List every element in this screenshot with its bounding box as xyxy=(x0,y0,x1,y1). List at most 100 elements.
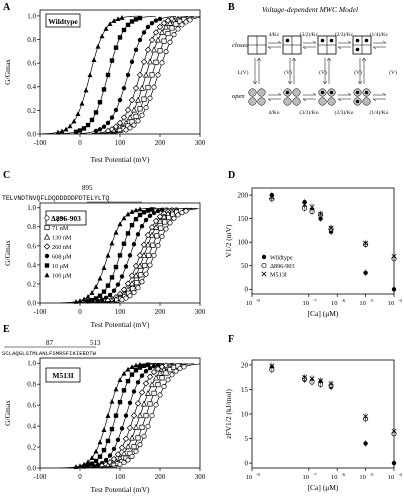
vertical-label-4: (V) xyxy=(354,69,362,76)
a-point-1-13 xyxy=(125,22,131,28)
a-point-1-11 xyxy=(117,35,123,40)
state-arrow-up-1 xyxy=(291,57,297,84)
a-point-3-3 xyxy=(116,119,124,127)
c-xtick-label-0: -100 xyxy=(34,308,47,316)
e-point-0-10 xyxy=(113,386,119,392)
a-point-2-3 xyxy=(105,120,111,126)
state-arrow-down-2 xyxy=(322,58,328,85)
open-bound-2-0 xyxy=(320,90,325,95)
panel-letter-e: E xyxy=(3,324,10,335)
a-point-4-9 xyxy=(146,58,154,65)
e-point-3-11 xyxy=(142,380,150,387)
a-point-3-5 xyxy=(124,106,132,114)
closed-bound-3-1 xyxy=(364,38,369,43)
e-point-1-6 xyxy=(105,438,111,444)
diagram-open-label: open xyxy=(232,93,245,100)
e-point-6-16 xyxy=(181,364,187,370)
c-point-2-13 xyxy=(147,213,153,219)
d-xtick-label-4: 10 xyxy=(388,300,395,307)
a-xtick-label-2: 100 xyxy=(115,139,126,147)
vertical-label-2: (V) xyxy=(284,69,292,76)
c-point-1-10 xyxy=(125,231,131,236)
c-point-4-12 xyxy=(156,217,164,224)
closed-arrow-back-2 xyxy=(337,46,351,50)
a-point-6-0 xyxy=(123,127,129,133)
e-point-6-4 xyxy=(133,448,139,454)
e-point-2-4 xyxy=(107,453,113,458)
a-point-1-3 xyxy=(85,122,91,128)
a-point-6-4 xyxy=(139,112,145,118)
a-point-5-13 xyxy=(169,25,175,31)
c-point-3-7 xyxy=(132,262,140,270)
c-point-1-8 xyxy=(117,253,123,258)
open-arrow-fwd-2 xyxy=(338,92,352,96)
f-xtick-exp-1: -7 xyxy=(313,472,318,477)
c-point-4-10 xyxy=(148,231,156,238)
d-xtick-exp-2: -6 xyxy=(341,298,346,303)
a-point-2-2 xyxy=(101,124,107,129)
diagram-title: Voltage-dependent MWC Model xyxy=(262,5,358,14)
panel-e-inset-label: M513I xyxy=(52,371,73,380)
e-point-0-3 xyxy=(85,459,91,465)
closed-arrow-fwd-2 xyxy=(338,40,352,44)
e-point-0-8 xyxy=(105,413,111,418)
c-legend-marker-1 xyxy=(44,224,50,231)
open-arrow-back-0 xyxy=(267,98,281,102)
c-ytick-label-3: 0.6 xyxy=(27,242,36,250)
d-legend-label-1: Δ896-903 xyxy=(270,263,295,270)
c-point-6-6 xyxy=(143,271,149,277)
panel-letter-f: F xyxy=(228,334,234,345)
d-ytick-label-4: 200 xyxy=(238,191,249,199)
open-subunit-1-3 xyxy=(292,97,301,106)
c-point-4-11 xyxy=(152,223,160,230)
closed-rate-2: (3/2)/Kc xyxy=(300,31,319,38)
f-xtick-label-1: 10 xyxy=(303,474,310,481)
c-point-5-10 xyxy=(154,233,160,239)
closed-bound-1-0 xyxy=(285,38,290,43)
c-xtick-label-2: 100 xyxy=(115,308,126,316)
c-point-0-13 xyxy=(125,211,131,217)
e-point-2-6 xyxy=(115,437,121,443)
c-point-4-6 xyxy=(132,272,140,279)
e-point-5-9 xyxy=(147,401,153,407)
panel-d-ylabel: V1/2 (mV) xyxy=(224,224,233,258)
a-point-2-14 xyxy=(149,20,155,26)
e-point-5-6 xyxy=(135,435,141,441)
a-xtick-label-4: 300 xyxy=(195,139,206,147)
e-point-4-10 xyxy=(144,389,152,396)
f-xtick-label-2: 10 xyxy=(331,474,338,481)
e-point-0-4 xyxy=(89,455,95,460)
panel-e-chart: 87 513 SCLAQGLSTMLANLFSMRSFIKIEEDTW -100… xyxy=(2,339,206,494)
c-point-2-11 xyxy=(139,223,145,229)
c-point-4-7 xyxy=(136,262,144,269)
c-point-6-10 xyxy=(159,234,165,240)
e-point-2-13 xyxy=(143,368,149,374)
a-point-0-13 xyxy=(107,21,113,27)
e-point-2-16 xyxy=(155,362,161,368)
d-legend-marker-0 xyxy=(261,254,267,260)
a-point-2-7 xyxy=(121,85,127,91)
c-point-1-14 xyxy=(141,210,147,215)
a-point-2-10 xyxy=(133,47,139,53)
open-arrow-back-1 xyxy=(302,98,316,102)
c-point-2-4 xyxy=(111,288,117,293)
f-ytick-label-3: 15 xyxy=(241,386,249,394)
a-point-4-10 xyxy=(150,46,158,53)
e-point-0-12 xyxy=(121,370,127,376)
a-point-3-9 xyxy=(140,58,148,65)
e-point-6-13 xyxy=(169,372,175,378)
a-point-5-8 xyxy=(149,72,155,78)
diagram-closed-label: closed xyxy=(232,42,249,49)
a-point-4-7 xyxy=(138,84,146,91)
c-legend-marker-2 xyxy=(43,233,51,240)
e-point-1-15 xyxy=(141,363,147,369)
panel-a-ticks: -100 0 100 200 300 0.0 0.2 0.4 0.6 0.8 1.0 xyxy=(27,12,206,147)
e-point-2-3 xyxy=(103,457,109,463)
e-xtick-label-2: 100 xyxy=(115,473,126,481)
panel-e-xlabel: Test Potential (mV) xyxy=(90,485,150,494)
e-point-4-9 xyxy=(140,400,148,407)
panel-e-number-1: 87 xyxy=(46,339,54,347)
panel-c-xlabel: Test Potential (mV) xyxy=(90,320,150,329)
a-point-5-6 xyxy=(141,96,147,102)
d-ytick-label-3: 150 xyxy=(238,215,249,223)
